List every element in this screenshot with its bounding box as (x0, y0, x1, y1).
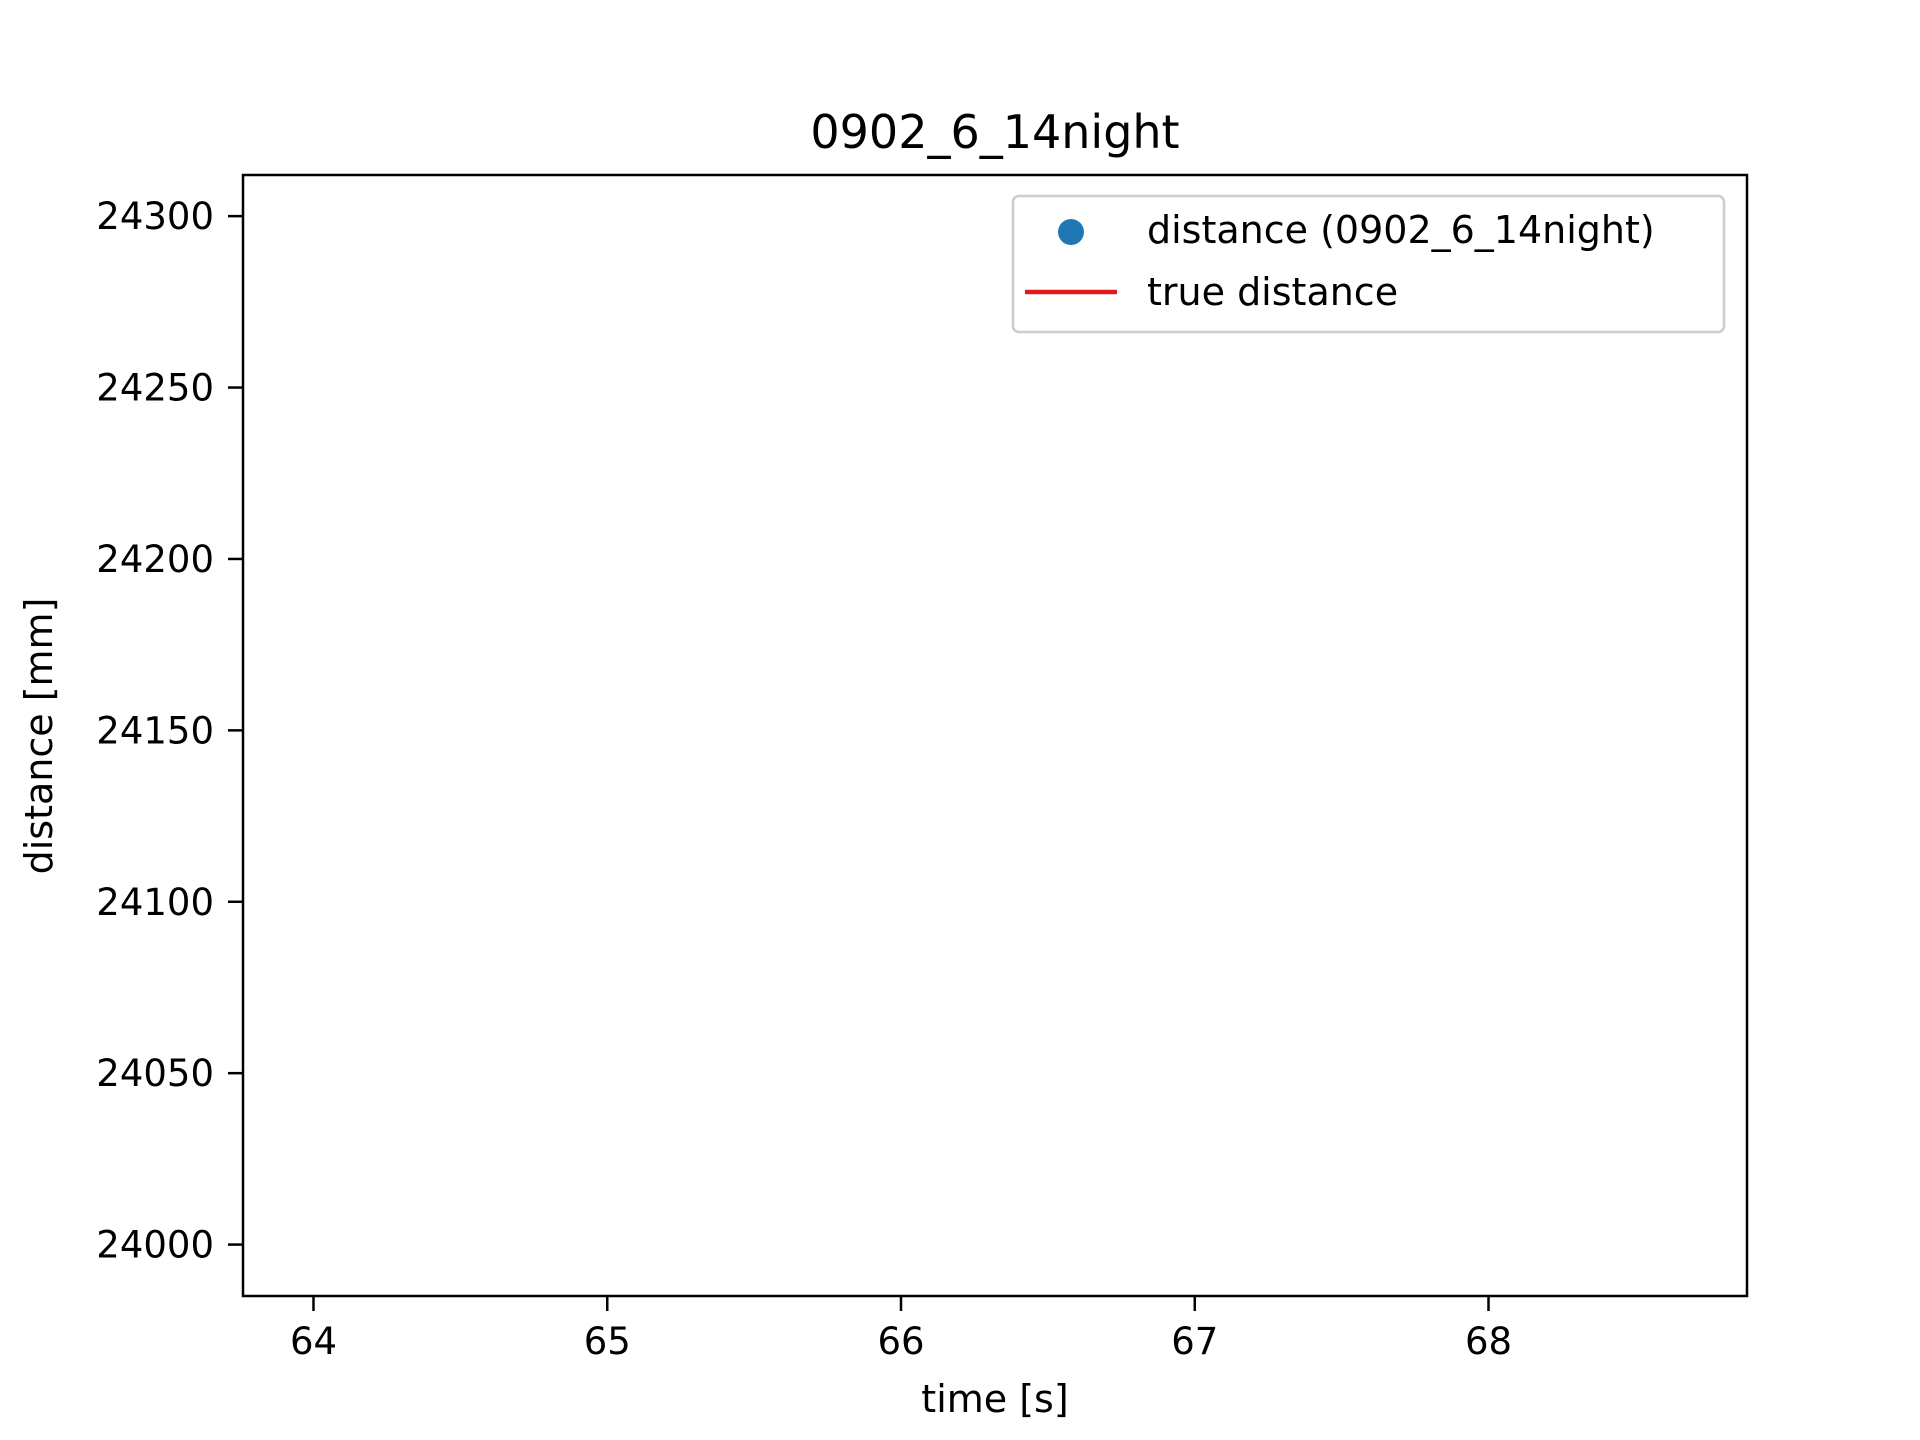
legend: distance (0902_6_14night) true distance (1011, 194, 1726, 334)
legend-marker-distance (1058, 219, 1084, 245)
y-tick-label-24300: 24300 (96, 195, 214, 238)
y-tick-label-24200: 24200 (96, 538, 214, 581)
y-tick-label-24150: 24150 (96, 709, 214, 752)
y-tick-label-24050: 24050 (96, 1052, 214, 1095)
legend-label-distance: distance (0902_6_14night) (1147, 208, 1655, 252)
x-axis-ticks: 64 65 66 67 68 (290, 1296, 1512, 1363)
y-tick-label-24000: 24000 (96, 1224, 214, 1267)
x-tick-label-67: 67 (1171, 1320, 1218, 1363)
x-tick-label-68: 68 (1465, 1320, 1512, 1363)
y-axis-label: distance [mm] (17, 598, 61, 875)
x-tick-label-66: 66 (877, 1320, 924, 1363)
legend-box (1011, 194, 1726, 334)
y-axis-ticks: 24000 24050 24100 24150 24200 24250 24300 (96, 195, 243, 1267)
legend-label-true-distance: true distance (1147, 270, 1398, 314)
y-tick-label-24100: 24100 (96, 881, 214, 924)
x-tick-label-65: 65 (584, 1320, 631, 1363)
x-axis-label: time [s] (921, 1377, 1068, 1421)
plot-area-frame (241, 173, 1749, 1298)
y-tick-label-24250: 24250 (96, 367, 214, 410)
chart-title: 0902_6_14night (810, 105, 1179, 159)
x-tick-label-64: 64 (290, 1320, 337, 1363)
